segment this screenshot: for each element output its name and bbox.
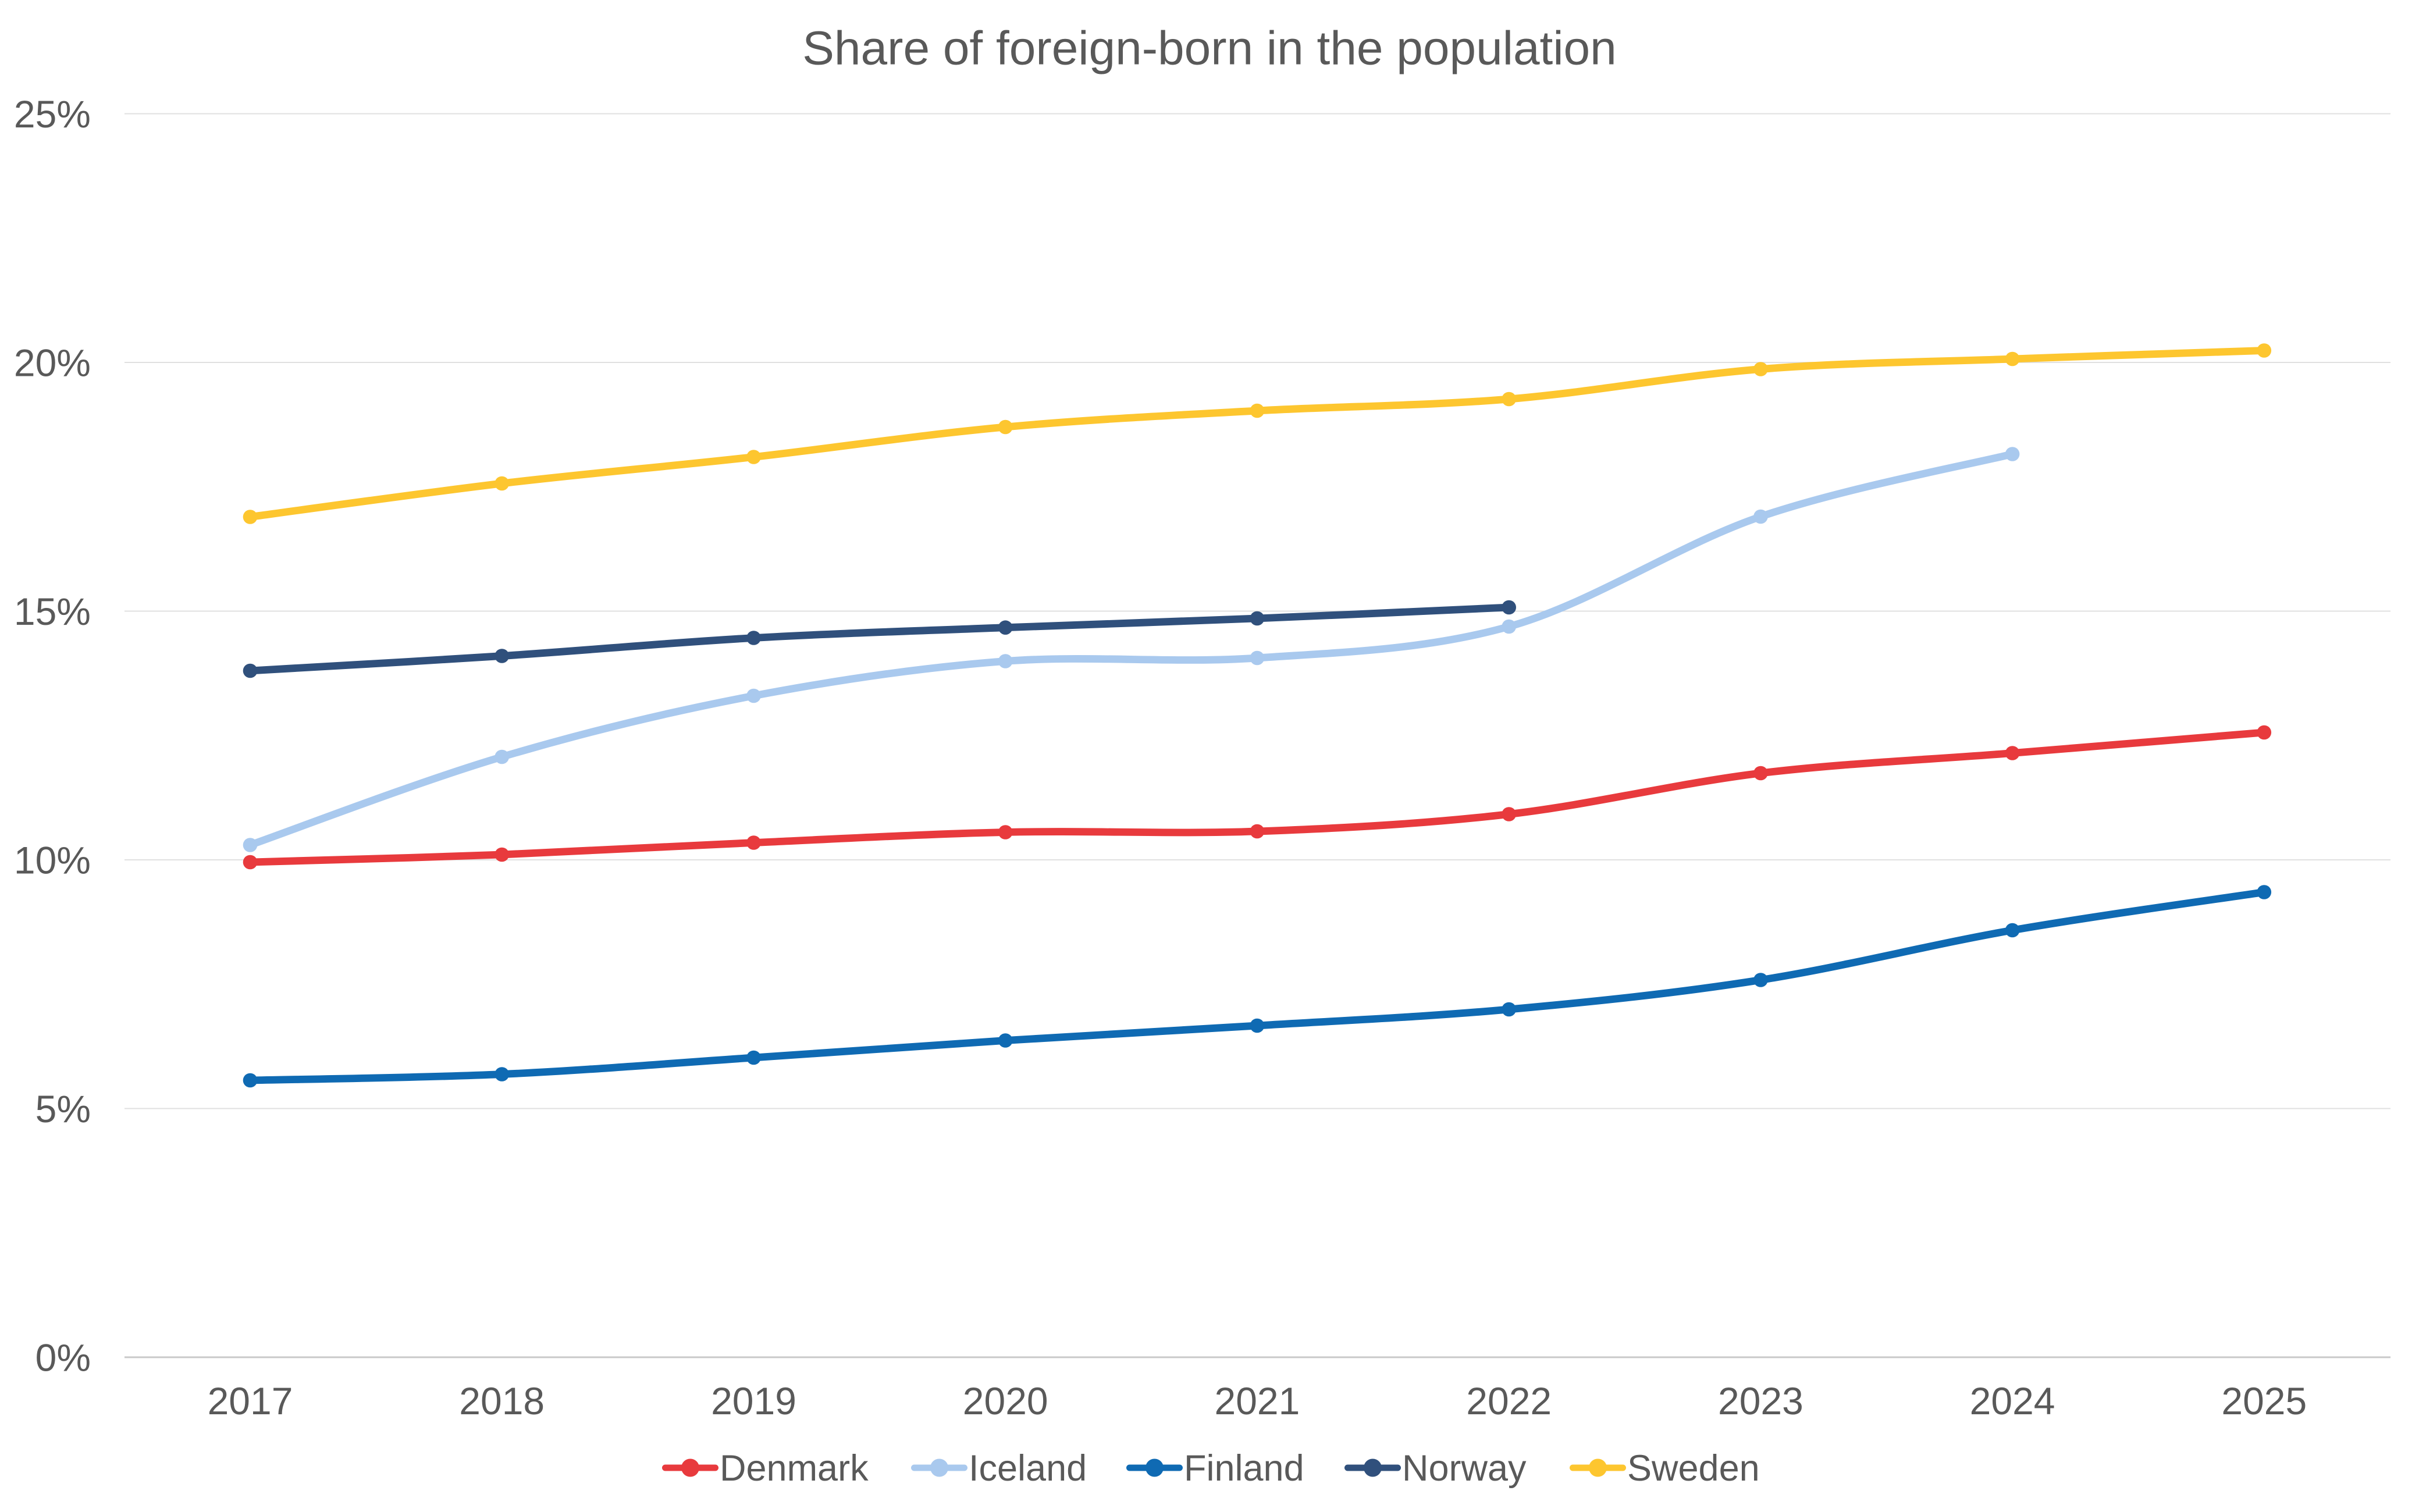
svg-text:2018: 2018: [459, 1379, 545, 1422]
svg-text:2020: 2020: [963, 1379, 1048, 1422]
svg-text:Iceland: Iceland: [969, 1448, 1087, 1489]
svg-text:2022: 2022: [1466, 1379, 1552, 1422]
svg-text:0%: 0%: [35, 1336, 91, 1379]
svg-text:10%: 10%: [14, 839, 91, 882]
svg-text:Sweden: Sweden: [1627, 1448, 1760, 1489]
svg-text:Finland: Finland: [1184, 1448, 1304, 1489]
svg-text:5%: 5%: [35, 1087, 91, 1130]
svg-text:Share of foreign-born in the p: Share of foreign-born in the population: [802, 22, 1617, 75]
svg-text:Norway: Norway: [1402, 1448, 1527, 1489]
svg-text:2021: 2021: [1214, 1379, 1300, 1422]
svg-text:25%: 25%: [14, 93, 91, 136]
svg-text:2017: 2017: [208, 1379, 293, 1422]
svg-text:2023: 2023: [1718, 1379, 1803, 1422]
svg-text:Denmark: Denmark: [720, 1448, 869, 1489]
svg-text:15%: 15%: [14, 590, 91, 633]
svg-text:2019: 2019: [711, 1379, 796, 1422]
svg-text:2025: 2025: [2221, 1379, 2307, 1422]
svg-text:2024: 2024: [1970, 1379, 2055, 1422]
svg-text:20%: 20%: [14, 341, 91, 385]
